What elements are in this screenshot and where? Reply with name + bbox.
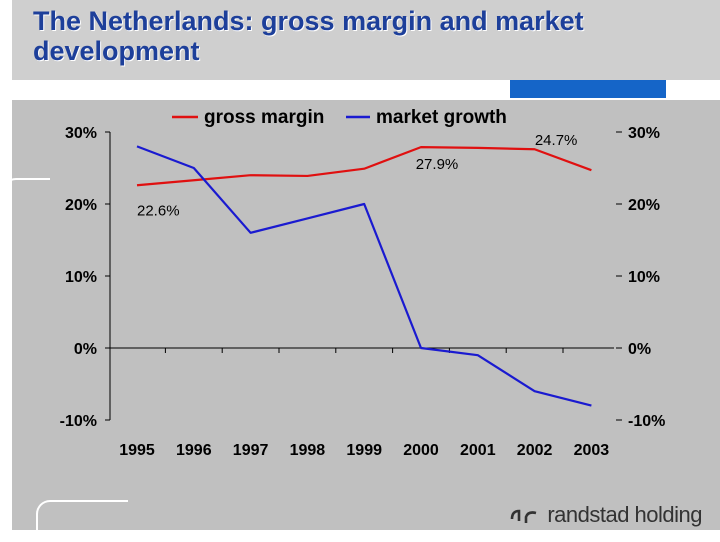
title-banner [12, 0, 720, 80]
x-tick-label: 2000 [403, 442, 439, 459]
slide-title: The Netherlands: gross margin and market… [33, 6, 584, 66]
data-label: 22.6% [137, 202, 180, 219]
x-tick-label: 1999 [346, 442, 382, 459]
x-tick-label: 1998 [290, 442, 326, 459]
x-tick-label: 2003 [574, 442, 610, 459]
decorative-curve [2, 178, 50, 510]
accent-bar [510, 80, 666, 98]
randstad-logo-icon [510, 509, 537, 523]
y-tick-label-left: -10% [60, 413, 97, 430]
legend-label: market growth [376, 107, 507, 128]
y-tick-label-right: 30% [628, 125, 660, 142]
x-tick-label: 1997 [233, 442, 269, 459]
x-tick-label: 2002 [517, 442, 553, 459]
chart-panel [12, 100, 720, 530]
x-tick-label: 1996 [176, 442, 212, 459]
x-tick-label: 1995 [119, 442, 155, 459]
y-tick-label-left: 0% [74, 341, 97, 358]
legend-label: gross margin [204, 107, 324, 128]
y-tick-label-right: 20% [628, 197, 660, 214]
data-label: 24.7% [535, 132, 578, 149]
y-tick-label-left: 30% [65, 125, 97, 142]
series-line-market-growth [136, 145, 592, 407]
y-tick-label-left: 10% [65, 269, 97, 286]
series-line-gross-margin [136, 146, 592, 187]
y-tick-label-right: 0% [628, 341, 651, 358]
y-tick-label-right: -10% [628, 413, 665, 430]
y-tick-label-left: 20% [65, 197, 97, 214]
y-tick-label-right: 10% [628, 269, 660, 286]
x-tick-label: 2001 [460, 442, 496, 459]
data-label: 27.9% [416, 156, 459, 173]
brand-name: randstad holding [547, 502, 702, 527]
decorative-curve [36, 500, 128, 542]
